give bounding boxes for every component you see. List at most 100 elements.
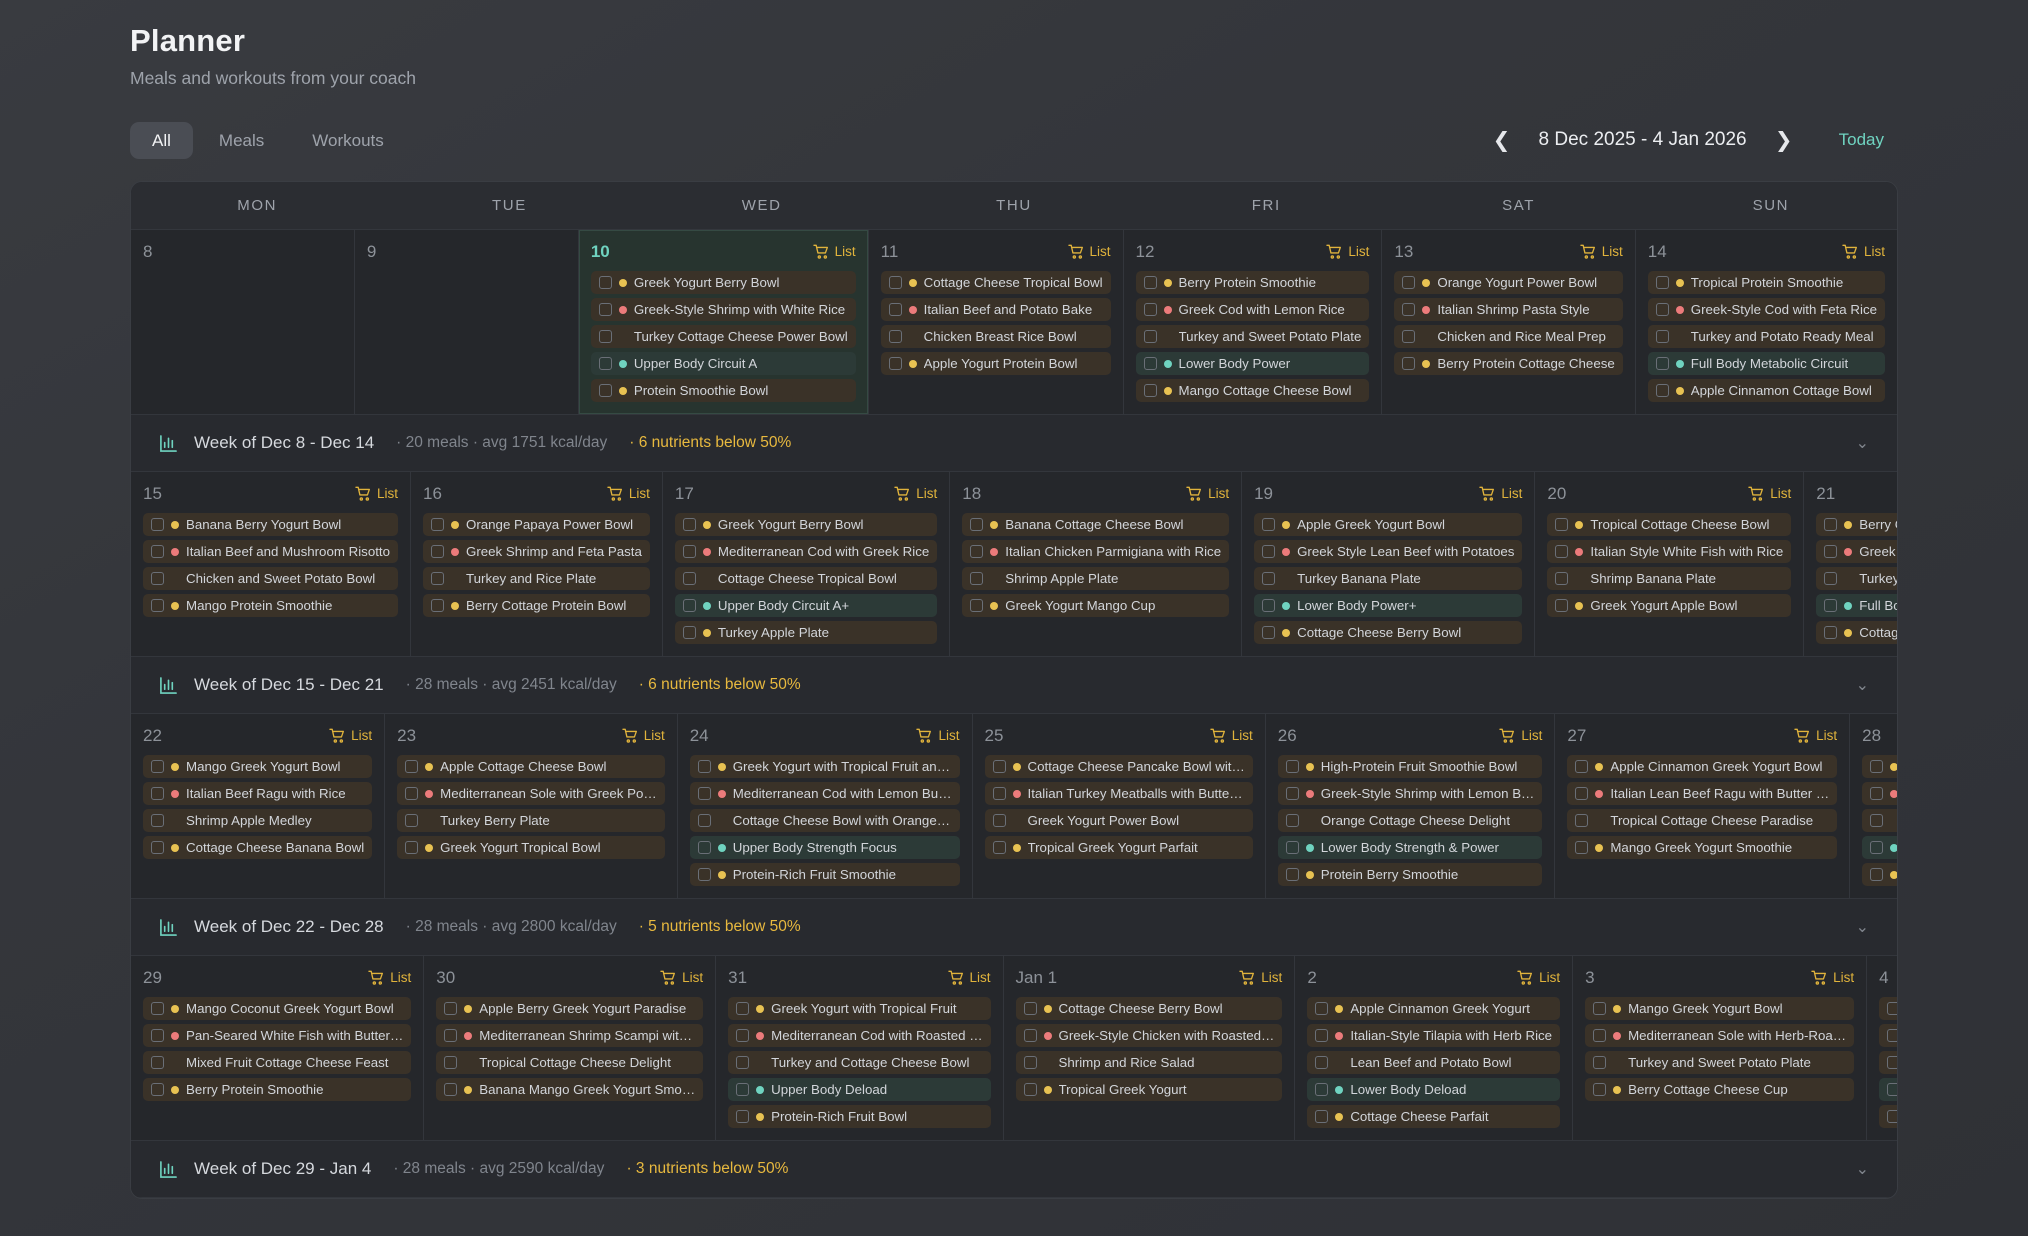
item-checkbox[interactable] [970,599,984,613]
day-cell[interactable]: 17 List Greek Yogurt Berry Bowl Mediterrane… [662,472,951,658]
meal-item[interactable]: Greek Shrimp and Feta Pasta [423,540,650,564]
item-checkbox[interactable] [1285,760,1299,774]
meal-item[interactable]: Greek-Style Chicken with Roasted… [1015,1024,1283,1048]
item-checkbox[interactable] [151,572,164,586]
workout-item[interactable]: Upper Body Circuit A [590,352,856,376]
item-checkbox[interactable] [1262,599,1276,613]
item-checkbox[interactable] [1143,276,1157,290]
meal-item[interactable]: Mediterranean Cod with Greek Rice [674,540,938,564]
day-cell[interactable]: 11 List Cottage Cheese Tropical Bowl Italia… [868,230,1124,416]
item-checkbox[interactable] [1285,787,1299,801]
item-checkbox[interactable] [1655,357,1669,371]
day-cell[interactable]: 12 List Berry Protein Smoothie Greek Cod wi… [1123,230,1383,416]
meal-item[interactable]: Turkey Cottage Cheese Power Bowl [590,325,856,349]
item-checkbox[interactable] [405,787,419,801]
item-checkbox[interactable] [1824,626,1838,640]
item-checkbox[interactable] [1593,1029,1607,1043]
item-checkbox[interactable] [598,357,612,371]
meal-item[interactable]: Cottage Cheese Berry Bowl [1254,621,1523,645]
item-checkbox[interactable] [151,1029,164,1043]
meal-item[interactable]: Italian Chicken Parmigiana with Rice [962,540,1230,564]
item-checkbox[interactable] [1315,1002,1329,1016]
item-checkbox[interactable] [1402,276,1416,290]
item-checkbox[interactable] [1655,330,1669,344]
meal-item[interactable]: Protein Berry Smoothie [1277,863,1543,887]
meal-item[interactable]: Shrimp and Rice Salad [1015,1051,1283,1075]
day-cell[interactable]: 25 List Cottage Cheese Pancake Bowl wit… It… [972,714,1266,900]
meal-item[interactable]: Protein-Rich Fruit Smoothie [689,863,960,887]
item-checkbox[interactable] [1315,1056,1329,1070]
meal-item[interactable]: High-Protein Fruit Smoothie Bowl [1277,755,1543,779]
meal-item[interactable]: Berry Protein Smoothie [1135,271,1370,295]
item-checkbox[interactable] [431,572,444,586]
item-checkbox[interactable] [1262,518,1276,532]
meal-item[interactable]: Mixed Fruit Cottage Cheese Feast [143,1051,412,1075]
meal-item[interactable]: Turkey Banana Plate [1254,567,1523,591]
day-cell[interactable]: 16 List Orange Papaya Power Bowl Greek Shri… [411,472,663,658]
meal-item[interactable]: Mango Cottage Cheese Bowl [1135,379,1370,403]
meal-item[interactable]: Mango Greek Yogurt Bowl [1585,997,1855,1021]
item-checkbox[interactable] [1262,572,1276,586]
item-checkbox[interactable] [1285,814,1299,828]
shopping-list-button[interactable]: List [1517,970,1560,985]
chevron-right-icon[interactable]: ❯ [1767,123,1801,157]
item-checkbox[interactable] [1655,384,1669,398]
meal-item[interactable]: Protein-Rich Fruit Bowl [728,1105,991,1129]
meal-item[interactable]: Greek Yogurt Mango Cup [962,594,1230,618]
workout-item[interactable]: Upper Body Deload [728,1078,991,1102]
chevron-down-icon[interactable]: ⌄ [1855,1161,1869,1179]
filter-tab-workouts[interactable]: Workouts [290,122,406,159]
item-checkbox[interactable] [151,518,164,532]
day-cell[interactable]: 8 [131,230,355,416]
meal-item[interactable]: Cottage Cheese Berry Bowl [1015,997,1283,1021]
meal-item[interactable]: Italian Beef and Mushroom Risotto [143,540,398,564]
item-checkbox[interactable] [888,303,902,317]
meal-item[interactable]: Orange Papaya Power Bowl [423,513,650,537]
day-cell[interactable]: 28List Berry Banana Cottage Cheese Bowl He… [1850,714,1897,900]
meal-item[interactable]: Greek-Style Cod with Feta Rice [1647,298,1885,322]
shopping-list-button[interactable]: List [622,728,665,743]
meal-item[interactable]: Tropical Cottage Cheese Delight [436,1051,704,1075]
shopping-list-button[interactable]: List [1239,970,1282,985]
item-checkbox[interactable] [682,518,696,532]
item-checkbox[interactable] [405,841,419,855]
meal-item[interactable]: Shrimp Apple Medley [143,809,373,833]
item-checkbox[interactable] [1143,357,1157,371]
item-checkbox[interactable] [1402,357,1416,371]
meal-item[interactable]: Apple Cinnamon Cottage Bowl [1647,379,1885,403]
day-cell[interactable]: 29 List Mango Coconut Greek Yogurt Bowl Pan… [131,956,425,1142]
item-checkbox[interactable] [1870,841,1884,855]
item-checkbox[interactable] [598,330,612,344]
item-checkbox[interactable] [992,814,1006,828]
shopping-list-button[interactable]: List [1580,244,1623,259]
item-checkbox[interactable] [1285,868,1299,882]
item-checkbox[interactable] [598,303,612,317]
workout-item[interactable]: Full Body Metabolic Circuit+ [1816,594,1897,618]
day-cell[interactable]: 26 List High-Protein Fruit Smoothie Bowl Gr… [1265,714,1556,900]
item-checkbox[interactable] [697,760,711,774]
meal-item[interactable]: Tropical Cottage Cheese Paradise [1567,809,1838,833]
meal-item[interactable]: Apple Berry Greek Yogurt Paradise [436,997,704,1021]
day-cell[interactable]: 13 List Orange Yogurt Power Bowl Italian Sh… [1382,230,1636,416]
meal-item[interactable]: Cottage Cheese Banana Bowl [143,836,373,860]
item-checkbox[interactable] [151,841,164,855]
meal-item[interactable]: Orange Cottage Cheese Delight [1277,809,1543,833]
workout-item[interactable]: Upper Body Circuit A+ [674,594,938,618]
item-checkbox[interactable] [1023,1029,1037,1043]
item-checkbox[interactable] [1023,1056,1037,1070]
workout-item[interactable]: Lower Body Strength & Power [1277,836,1543,860]
item-checkbox[interactable] [1575,760,1589,774]
meal-item[interactable]: Mango Coconut Greek Yogurt Bowl [143,997,412,1021]
day-cell[interactable]: 10 List Greek Yogurt Berry Bowl Greek-Style… [578,230,869,416]
meal-item[interactable]: Turkey and Sweet Potato Plate [1135,325,1370,349]
meal-item[interactable]: Chicken Breast Rice Bowl [880,325,1111,349]
item-checkbox[interactable] [1555,599,1569,613]
item-checkbox[interactable] [1887,1110,1897,1124]
meal-item[interactable]: Greek Yogurt Power Bowl [984,809,1253,833]
meal-item[interactable]: Tropical Greek Yogurt [1015,1078,1283,1102]
meal-item[interactable]: Berry Cottage Protein Bowl [423,594,650,618]
meal-item[interactable]: Pan-Seared White Fish with Butter… [143,1024,412,1048]
item-checkbox[interactable] [1887,1083,1897,1097]
shopping-list-button[interactable]: List [1067,244,1111,259]
meal-item[interactable]: Italian Shrimp Pasta Style [1394,298,1623,322]
